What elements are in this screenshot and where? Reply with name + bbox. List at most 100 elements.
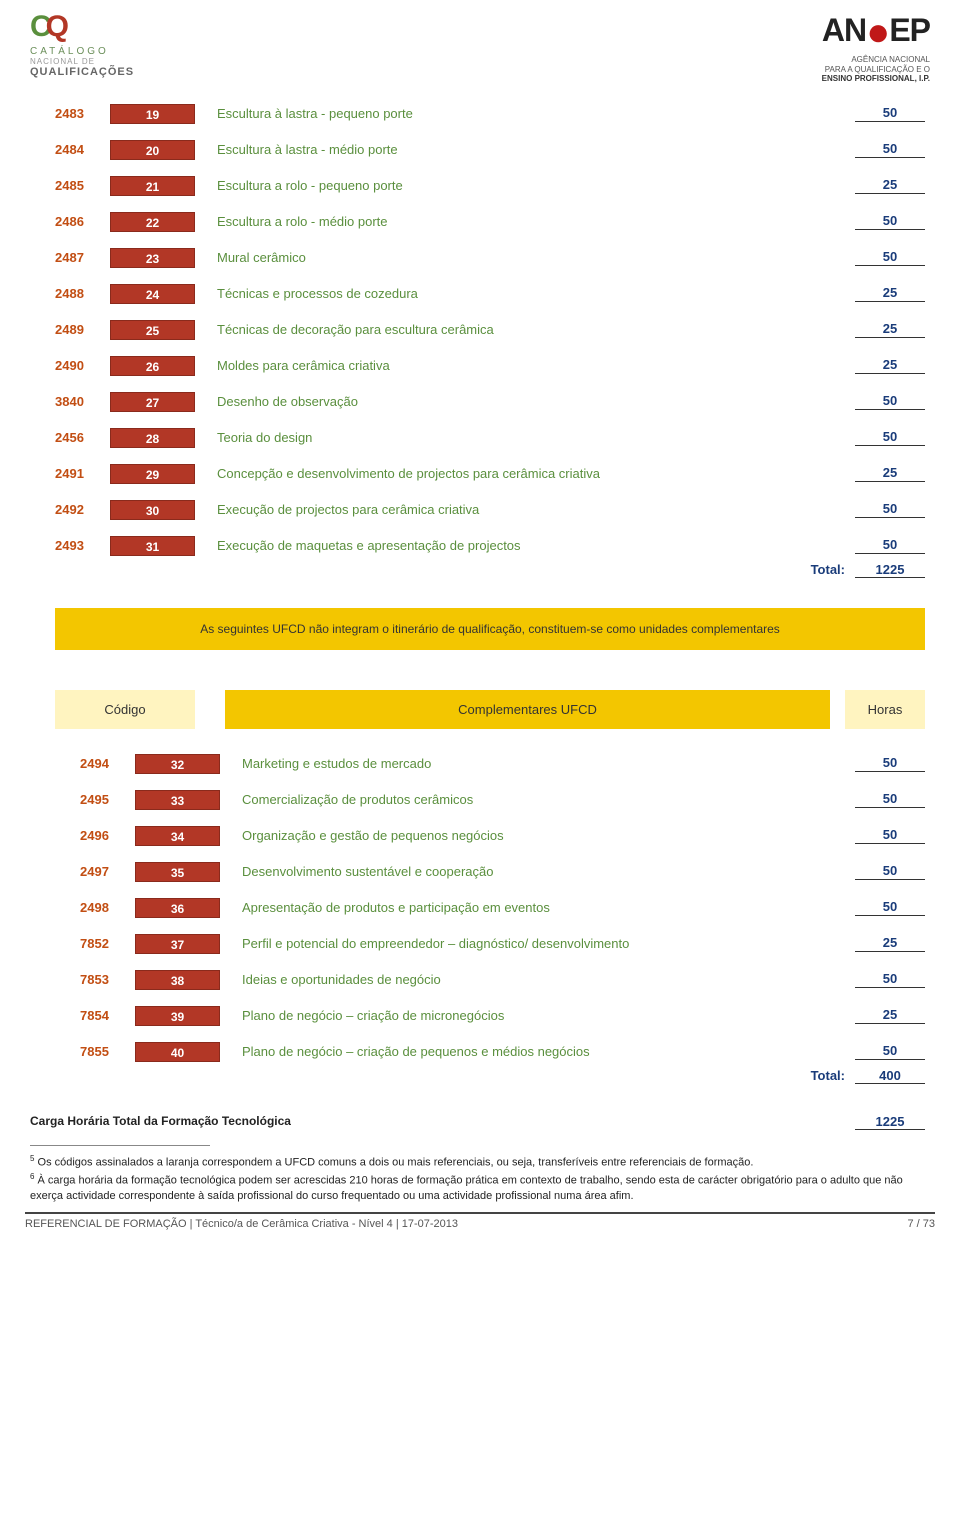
row-code: 2496 bbox=[80, 828, 135, 843]
row-description: Técnicas de decoração para escultura cer… bbox=[217, 322, 855, 337]
row-description: Plano de negócio – criação de pequenos e… bbox=[242, 1044, 855, 1059]
row-description: Organização e gestão de pequenos negócio… bbox=[242, 828, 855, 843]
row-hours: 25 bbox=[855, 1007, 925, 1024]
row-description: Desenho de observação bbox=[217, 394, 855, 409]
row-description: Técnicas e processos de cozedura bbox=[217, 286, 855, 301]
row-hours: 50 bbox=[855, 899, 925, 916]
row-description: Mural cerâmico bbox=[217, 250, 855, 265]
total-label: Total: bbox=[811, 562, 845, 577]
table-row: 248723Mural cerâmico50 bbox=[55, 248, 925, 268]
total-value: 1225 bbox=[855, 562, 925, 578]
row-number-badge: 21 bbox=[110, 176, 195, 196]
table-row: 249533Comercialização de produtos cerâmi… bbox=[80, 790, 925, 810]
row-hours: 50 bbox=[855, 249, 925, 266]
row-number-badge: 20 bbox=[110, 140, 195, 160]
row-code: 2486 bbox=[55, 214, 110, 229]
row-hours: 50 bbox=[855, 105, 925, 122]
row-code: 2491 bbox=[55, 466, 110, 481]
row-description: Execução de maquetas e apresentação de p… bbox=[217, 538, 855, 553]
row-description: Escultura a rolo - médio porte bbox=[217, 214, 855, 229]
row-description: Ideias e oportunidades de negócio bbox=[242, 972, 855, 987]
row-number-badge: 19 bbox=[110, 104, 195, 124]
table-row: 785540Plano de negócio – criação de pequ… bbox=[80, 1042, 925, 1062]
footer-ref: REFERENCIAL DE FORMAÇÃO | Técnico/a de C… bbox=[25, 1218, 458, 1230]
table1-total-row: Total: 1225 bbox=[55, 562, 925, 578]
logo-catalogo: CQ CATÁLOGO NACIONAL DE QUALIFICAÇÕES bbox=[30, 10, 160, 78]
carga-label: Carga Horária Total da Formação Tecnológ… bbox=[30, 1114, 291, 1130]
logo-line3: QUALIFICAÇÕES bbox=[30, 66, 160, 78]
table-row: 248521Escultura a rolo - pequeno porte25 bbox=[55, 176, 925, 196]
row-hours: 50 bbox=[855, 971, 925, 988]
table-row: 249432Marketing e estudos de mercado50 bbox=[80, 754, 925, 774]
table-row: 785439Plano de negócio – criação de micr… bbox=[80, 1006, 925, 1026]
row-number-badge: 39 bbox=[135, 1006, 220, 1026]
row-hours: 50 bbox=[855, 1043, 925, 1060]
row-hours: 50 bbox=[855, 827, 925, 844]
row-code: 2485 bbox=[55, 178, 110, 193]
table-row: 248319Escultura à lastra - pequeno porte… bbox=[55, 104, 925, 124]
row-code: 7853 bbox=[80, 972, 135, 987]
row-number-badge: 34 bbox=[135, 826, 220, 846]
row-code: 7855 bbox=[80, 1044, 135, 1059]
row-code: 2489 bbox=[55, 322, 110, 337]
row-number-badge: 37 bbox=[135, 934, 220, 954]
page-footer: REFERENCIAL DE FORMAÇÃO | Técnico/a de C… bbox=[25, 1212, 935, 1245]
table-row: 785237 Perfil e potencial do empreendedor… bbox=[80, 934, 925, 954]
row-description: Execução de projectos para cerâmica cria… bbox=[217, 502, 855, 517]
row-code: 2487 bbox=[55, 250, 110, 265]
logo-anqep: AN●EP AGÊNCIA NACIONAL PARA A QUALIFICAÇ… bbox=[822, 10, 930, 84]
row-code: 2456 bbox=[55, 430, 110, 445]
row-hours: 50 bbox=[855, 429, 925, 446]
row-description: Escultura a rolo - pequeno porte bbox=[217, 178, 855, 193]
row-description: Teoria do design bbox=[217, 430, 855, 445]
row-code: 2497 bbox=[80, 864, 135, 879]
footnote-divider bbox=[30, 1145, 210, 1146]
logo-line1: CATÁLOGO bbox=[30, 46, 160, 57]
row-hours: 25 bbox=[855, 465, 925, 482]
anqep-brand: AN●EP bbox=[822, 10, 930, 55]
th-complementares: Complementares UFCD bbox=[225, 690, 830, 729]
row-hours: 50 bbox=[855, 141, 925, 158]
footnotes: 5 Os códigos assinalados a laranja corre… bbox=[0, 1154, 960, 1204]
row-hours: 25 bbox=[855, 285, 925, 302]
row-description: Concepção e desenvolvimento de projectos… bbox=[217, 466, 855, 481]
row-code: 7852 bbox=[80, 936, 135, 951]
table-row: 249331Execução de maquetas e apresentaçã… bbox=[55, 536, 925, 556]
table-row: 248420 Escultura à lastra - médio porte50 bbox=[55, 140, 925, 160]
row-number-badge: 33 bbox=[135, 790, 220, 810]
footer-page: 7 / 73 bbox=[907, 1218, 935, 1230]
page-header: CQ CATÁLOGO NACIONAL DE QUALIFICAÇÕES AN… bbox=[0, 0, 960, 104]
row-hours: 50 bbox=[855, 213, 925, 230]
row-number-badge: 32 bbox=[135, 754, 220, 774]
row-code: 2498 bbox=[80, 900, 135, 915]
table-row: 249836Apresentação de produtos e partici… bbox=[80, 898, 925, 918]
row-number-badge: 26 bbox=[110, 356, 195, 376]
table2-header: Código Complementares UFCD Horas bbox=[55, 690, 925, 729]
row-description: Desenvolvimento sustentável e cooperação bbox=[242, 864, 855, 879]
logo-cq-icon: CQ bbox=[30, 10, 160, 44]
row-number-badge: 31 bbox=[110, 536, 195, 556]
row-code: 7854 bbox=[80, 1008, 135, 1023]
table-row: 248824Técnicas e processos de cozedura25 bbox=[55, 284, 925, 304]
row-code: 2484 bbox=[55, 142, 110, 157]
table-row: 249230Execução de projectos para cerâmic… bbox=[55, 500, 925, 520]
row-code: 3840 bbox=[55, 394, 110, 409]
row-hours: 25 bbox=[855, 935, 925, 952]
table-row: 245628 Teoria do design50 bbox=[55, 428, 925, 448]
table-row: 249735Desenvolvimento sustentável e coop… bbox=[80, 862, 925, 882]
row-description: Perfil e potencial do empreendedor – dia… bbox=[242, 936, 855, 951]
carga-horaria-row: Carga Horária Total da Formação Tecnológ… bbox=[0, 1114, 960, 1130]
row-code: 2488 bbox=[55, 286, 110, 301]
row-code: 2492 bbox=[55, 502, 110, 517]
table-row: 248622Escultura a rolo - médio porte50 bbox=[55, 212, 925, 232]
anqep-dot-icon: ● bbox=[866, 10, 889, 54]
row-hours: 50 bbox=[855, 863, 925, 880]
table2-container: 249432Marketing e estudos de mercado50 24… bbox=[0, 754, 960, 1062]
row-description: Escultura à lastra - médio porte bbox=[217, 142, 855, 157]
table-row: 249129Concepção e desenvolvimento de pro… bbox=[55, 464, 925, 484]
total-value-2: 400 bbox=[855, 1068, 925, 1084]
row-number-badge: 28 bbox=[110, 428, 195, 448]
row-description: Comercialização de produtos cerâmicos bbox=[242, 792, 855, 807]
row-hours: 50 bbox=[855, 393, 925, 410]
row-description: Apresentação de produtos e participação … bbox=[242, 900, 855, 915]
